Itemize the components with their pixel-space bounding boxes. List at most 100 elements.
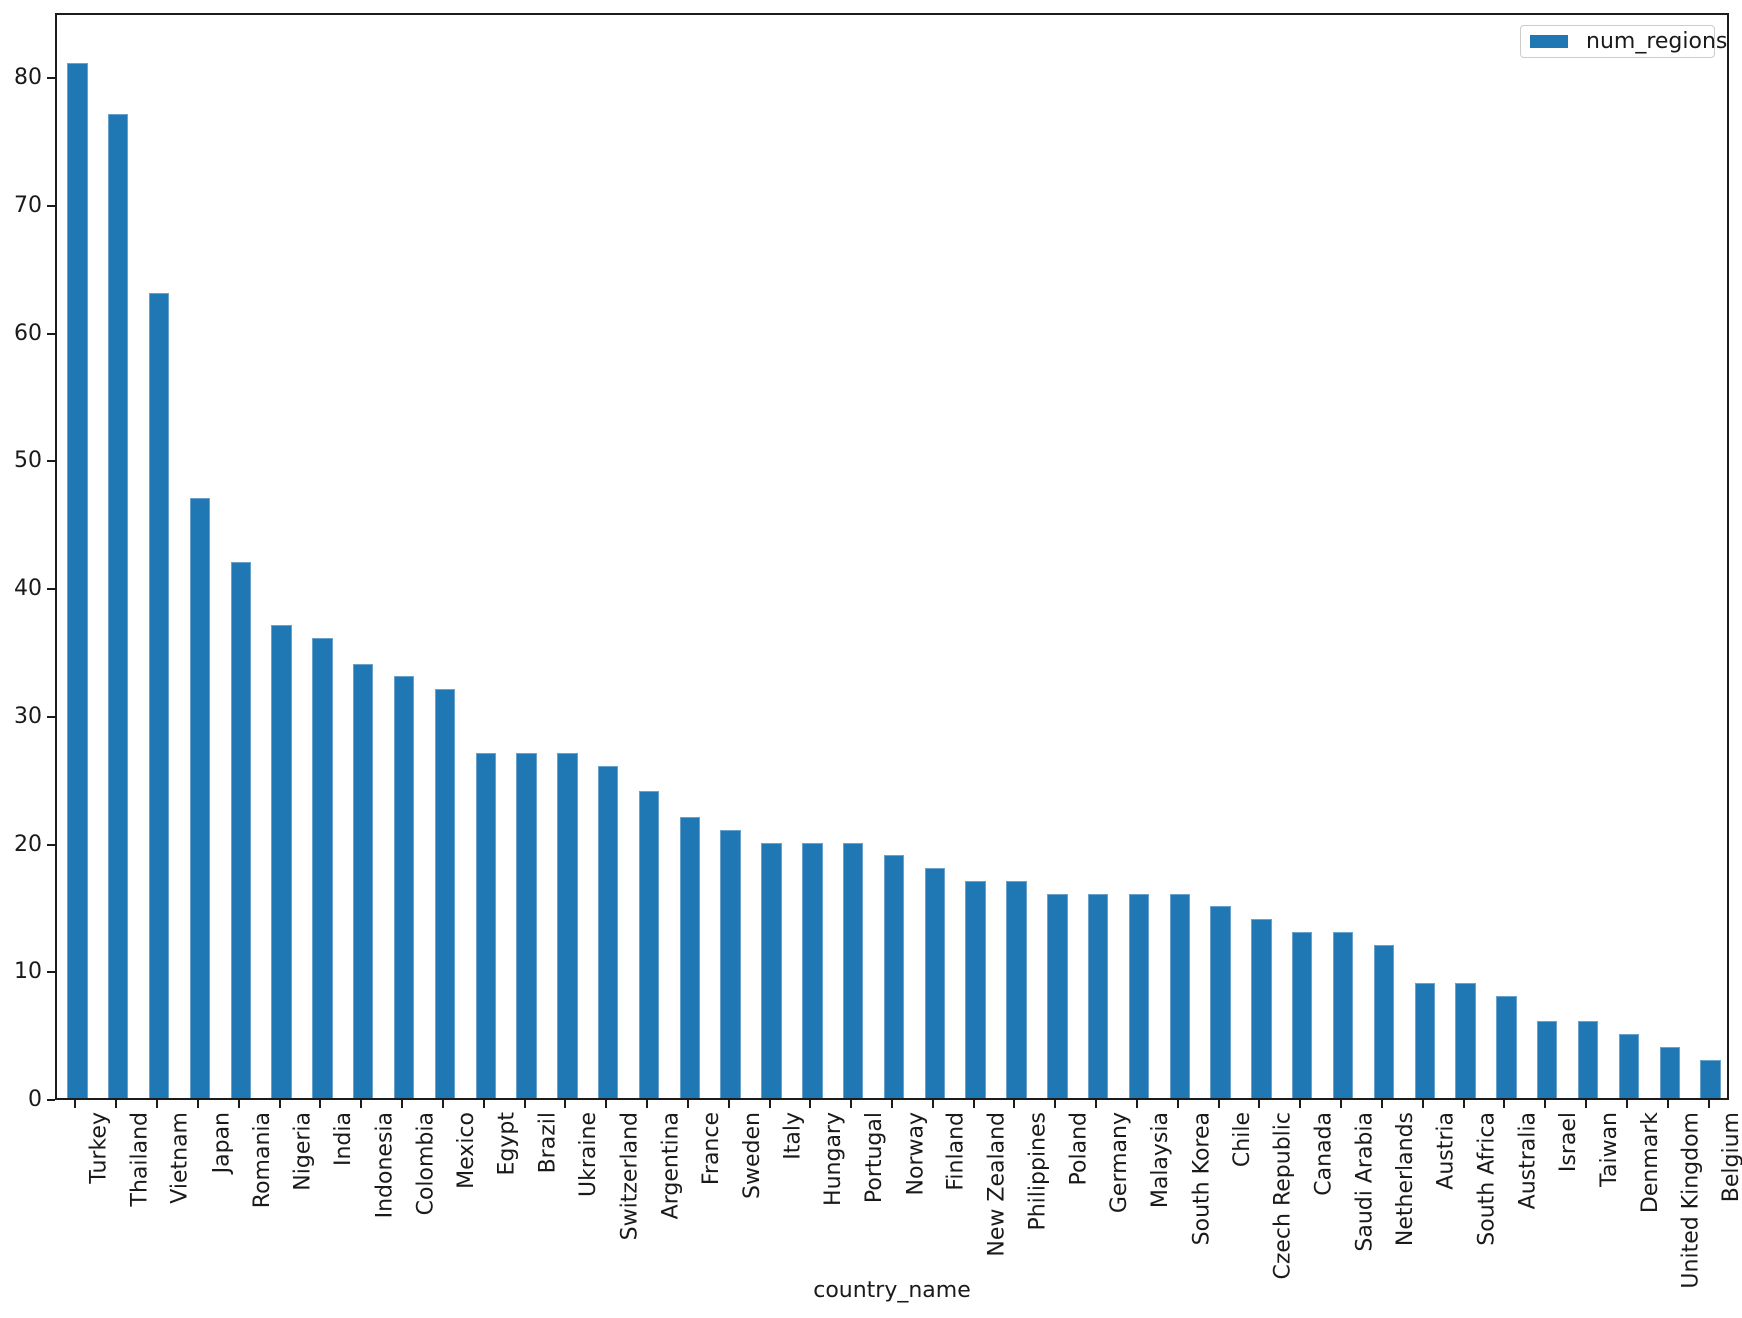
x-tick-mark <box>441 1100 444 1108</box>
x-tick-label: Mexico <box>453 1112 479 1189</box>
x-tick-mark <box>1625 1100 1628 1108</box>
x-tick-mark <box>1054 1100 1057 1108</box>
bar-thailand <box>108 114 129 1098</box>
x-tick-mark <box>809 1100 812 1108</box>
x-tick-mark <box>401 1100 404 1108</box>
x-tick-label: Saudi Arabia <box>1352 1112 1378 1252</box>
x-tick-label: Brazil <box>535 1112 561 1174</box>
x-tick-label: Finland <box>943 1112 969 1191</box>
bar-south-africa <box>1455 983 1476 1098</box>
x-tick-mark <box>1217 1100 1220 1108</box>
x-tick-mark <box>360 1100 363 1108</box>
x-tick-label: Thailand <box>127 1112 153 1207</box>
y-tick-mark <box>47 460 55 463</box>
x-tick-mark <box>850 1100 853 1108</box>
bar-india <box>312 638 333 1098</box>
plot-area <box>55 13 1729 1100</box>
x-tick-mark <box>74 1100 77 1108</box>
x-tick-mark <box>1135 1100 1138 1108</box>
x-tick-label: Turkey <box>86 1112 112 1184</box>
x-tick-label: India <box>331 1112 357 1166</box>
y-tick-mark <box>47 715 55 718</box>
x-tick-mark <box>1462 1100 1465 1108</box>
bar-italy <box>761 842 782 1098</box>
bar-denmark <box>1618 1034 1640 1098</box>
x-tick-label: Israel <box>1556 1112 1582 1173</box>
bar-portugal <box>842 842 864 1098</box>
bar-germany <box>1087 893 1109 1098</box>
x-tick-label: Norway <box>903 1112 928 1196</box>
y-tick-label: 50 <box>14 448 42 474</box>
x-tick-mark <box>931 1100 934 1108</box>
bar-japan <box>189 497 211 1098</box>
legend-label: num_regions <box>1586 29 1728 54</box>
x-tick-label: Nigeria <box>290 1112 316 1191</box>
bar-netherlands <box>1373 944 1395 1098</box>
x-tick-label: Poland <box>1066 1112 1092 1186</box>
bar-finland <box>924 868 946 1098</box>
bar-new-zealand <box>965 880 986 1098</box>
x-tick-label: France <box>698 1112 724 1186</box>
x-tick-label: Sweden <box>739 1112 765 1199</box>
bar-vietnam <box>148 293 170 1098</box>
x-tick-label: Egypt <box>494 1112 520 1176</box>
y-tick-mark <box>47 971 55 974</box>
bar-indonesia <box>353 663 374 1098</box>
x-tick-mark <box>523 1100 526 1108</box>
bar-switzerland <box>597 765 619 1098</box>
bar-hungary <box>802 842 823 1098</box>
legend: num_regions <box>1520 25 1727 58</box>
x-tick-label: Malaysia <box>1147 1112 1173 1209</box>
x-tick-mark <box>1258 1100 1261 1108</box>
bar-turkey <box>67 63 88 1098</box>
bar-mexico <box>434 689 456 1098</box>
bar-czech-republic <box>1251 919 1272 1098</box>
x-tick-label: Netherlands <box>1392 1112 1418 1247</box>
bar-austria <box>1414 983 1435 1098</box>
x-tick-mark <box>646 1100 649 1108</box>
x-tick-label: Hungary <box>821 1112 847 1206</box>
y-tick-mark <box>47 588 55 591</box>
x-tick-mark <box>1013 1100 1016 1108</box>
x-tick-mark <box>278 1100 281 1108</box>
x-tick-label: South Africa <box>1474 1112 1500 1246</box>
y-tick-mark <box>47 204 55 207</box>
y-tick-label: 0 <box>28 1087 42 1112</box>
x-tick-mark <box>1707 1100 1710 1108</box>
y-tick-label: 30 <box>14 703 42 729</box>
bar-norway <box>883 855 905 1098</box>
y-tick-mark <box>47 1099 55 1101</box>
x-tick-label: Australia <box>1515 1112 1541 1210</box>
x-tick-label: Austria <box>1433 1112 1459 1190</box>
bar-romania <box>230 561 251 1098</box>
bar-france <box>679 817 701 1098</box>
x-tick-mark <box>605 1100 608 1108</box>
x-axis-title: country_name <box>813 1278 971 1303</box>
x-tick-mark <box>1503 1100 1506 1108</box>
y-tick-mark <box>47 843 55 846</box>
x-tick-mark <box>156 1100 159 1108</box>
x-tick-mark <box>891 1100 893 1108</box>
x-tick-mark <box>1095 1100 1098 1108</box>
x-tick-mark <box>1380 1100 1383 1108</box>
bar-belgium <box>1700 1059 1721 1098</box>
legend-swatch <box>1530 35 1568 48</box>
bar-nigeria <box>271 625 292 1098</box>
bar-united-kingdom <box>1659 1046 1680 1098</box>
x-tick-label: South Korea <box>1188 1112 1214 1246</box>
x-tick-mark <box>686 1100 689 1108</box>
x-tick-label: New Zealand <box>984 1112 1010 1257</box>
bar-ukraine <box>557 753 578 1098</box>
bar-saudi-arabia <box>1332 931 1354 1098</box>
y-tick-mark <box>47 77 55 80</box>
x-tick-label: Japan <box>208 1112 234 1174</box>
x-tick-mark <box>1340 1100 1343 1108</box>
x-tick-mark <box>1544 1100 1547 1108</box>
x-tick-label: Indonesia <box>372 1112 398 1219</box>
x-tick-mark <box>1176 1100 1179 1108</box>
y-tick-mark <box>47 332 55 335</box>
x-tick-mark <box>1299 1100 1302 1108</box>
bar-canada <box>1292 931 1313 1098</box>
x-tick-label: Belgium <box>1719 1112 1742 1203</box>
